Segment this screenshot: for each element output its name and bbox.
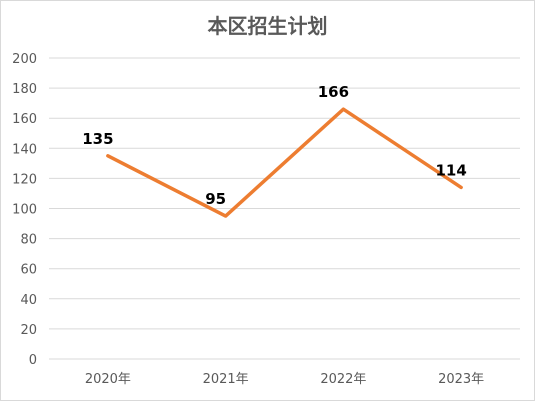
series-line — [106, 107, 463, 218]
data-label: 135 — [82, 130, 113, 148]
y-tick-label: 200 — [12, 52, 37, 67]
y-tick-label: 0 — [29, 353, 37, 368]
data-label: 114 — [435, 161, 466, 179]
y-tick-label: 80 — [20, 233, 37, 248]
y-tick-label: 20 — [20, 323, 37, 338]
x-tick-label: 2023年 — [438, 372, 484, 387]
x-tick-label: 2022年 — [320, 372, 366, 387]
y-tick-label: 120 — [12, 172, 37, 187]
data-label: 166 — [318, 83, 349, 101]
y-tick-label: 180 — [12, 82, 37, 97]
y-tick-label: 160 — [12, 112, 37, 127]
y-tick-label: 140 — [12, 142, 37, 157]
data-label: 95 — [205, 190, 226, 208]
x-tick-label: 2020年 — [85, 372, 131, 387]
chart-title: 本区招生计划 — [207, 14, 328, 38]
x-tick-label: 2021年 — [203, 372, 249, 387]
y-tick-label: 40 — [20, 293, 37, 308]
y-tick-label: 60 — [20, 263, 37, 278]
y-tick-label: 100 — [12, 203, 37, 218]
